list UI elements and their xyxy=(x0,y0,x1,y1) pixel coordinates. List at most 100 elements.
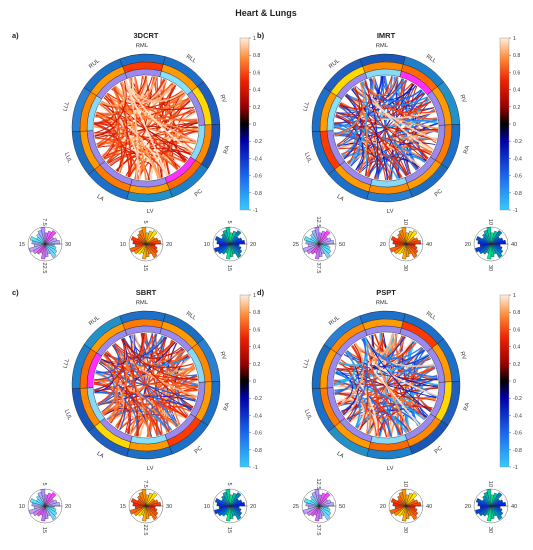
chord-edge xyxy=(352,87,436,114)
colorbar-tick-label: -0.2 xyxy=(513,139,522,145)
pie-tick-label: 50 xyxy=(339,504,345,510)
ring-segment xyxy=(96,72,128,100)
pie-slice xyxy=(145,243,158,259)
colorbar-tick-label: 0 xyxy=(513,379,516,385)
legend-pie: 5 20 15 10 xyxy=(19,482,71,533)
chord-edge xyxy=(351,345,369,431)
panel-title: IMRT xyxy=(377,31,396,40)
chord-edges xyxy=(333,332,439,438)
chord-edge xyxy=(335,114,364,174)
legend-pie: 5 20 15 10 xyxy=(204,482,256,533)
chord-edge xyxy=(346,93,402,179)
chord-edge xyxy=(342,152,399,180)
node-label: PC xyxy=(434,446,444,456)
node-label: RLL xyxy=(185,54,198,65)
node-label: LA xyxy=(335,194,344,203)
panel-label: d) xyxy=(257,288,265,297)
pie-slice xyxy=(130,498,147,507)
chart-panel-sbrt: c) SBRT RML RLL RV RA PC LV LA LUL LLL RUL 1 0.8 0.6 0.… xyxy=(12,288,262,535)
chord-edge xyxy=(343,95,362,160)
figure-title: Heart & Lungs xyxy=(235,8,297,18)
pie-tick-label: 10 xyxy=(120,242,126,248)
chord-edge xyxy=(334,392,432,411)
pie-slice xyxy=(225,227,231,245)
pie-slice xyxy=(390,505,407,515)
colorbar-tick-label: -0.6 xyxy=(253,431,262,437)
chord-edge xyxy=(336,111,437,141)
pie-slice xyxy=(490,230,503,245)
chord-edge xyxy=(97,342,122,405)
chord-edge xyxy=(336,111,358,148)
chord-edge xyxy=(333,351,356,386)
node-label: RA xyxy=(223,145,231,154)
pie-slice xyxy=(229,230,242,245)
pie-slice xyxy=(44,230,57,245)
legend-pie: 5 20 15 10 xyxy=(120,220,172,271)
chord-edge xyxy=(95,365,195,378)
pie-slice xyxy=(475,236,492,245)
pie-tick-label: 10 xyxy=(204,504,210,510)
pie-slice xyxy=(130,236,147,245)
chord-edge xyxy=(336,343,362,371)
chord-edge xyxy=(354,85,437,141)
pie-tick-label: 10 xyxy=(487,481,493,487)
node-label: LUL xyxy=(63,152,73,165)
legend-pie: 7.5 30 22.5 15 xyxy=(19,218,71,273)
pie-slice xyxy=(475,505,492,515)
panel-title: 3DCRT xyxy=(133,31,158,40)
colorbar-tick-label: -0.2 xyxy=(513,396,522,402)
node-label: LUL xyxy=(303,152,313,165)
pie-tick-label: 15 xyxy=(19,242,25,248)
chord-edge xyxy=(115,83,175,103)
colorbar-tick-label: 0.6 xyxy=(253,70,260,76)
node-label: LA xyxy=(335,451,344,460)
pie-tick-label: 40 xyxy=(511,242,517,248)
chord-edge xyxy=(123,80,193,153)
chart-panel-3dcrt: a) 3DCRT RML RLL RV RA PC LV LA LUL LLL RUL 1 0.8 0.6 0… xyxy=(12,31,262,273)
pie-slice xyxy=(318,492,331,507)
pie-tick-label: 5 xyxy=(142,220,148,223)
chord-edge xyxy=(102,93,120,157)
legend-pie: 12.5 50 37.5 25 xyxy=(293,217,345,274)
pie-slice xyxy=(225,489,231,507)
chord-edge xyxy=(340,102,379,180)
colorbar-tick-label: -0.6 xyxy=(513,174,522,180)
pie-slice xyxy=(214,498,231,507)
node-label: RUL xyxy=(88,315,101,327)
pie-tick-label: 7.5 xyxy=(41,218,47,226)
pie-tick-label: 10 xyxy=(402,481,408,487)
pie-tick-label: 20 xyxy=(465,242,471,248)
chord-edge xyxy=(93,123,130,178)
pie-slice xyxy=(314,489,320,507)
chord-edge xyxy=(367,158,401,179)
legend-pie: 5 20 15 10 xyxy=(204,220,256,271)
colorbar-tick-label: -0.8 xyxy=(513,448,522,454)
chord-edges xyxy=(333,75,439,181)
colorbar-tick-label: 0.6 xyxy=(513,327,520,333)
pie-slice xyxy=(130,243,147,253)
chord-edge xyxy=(96,86,121,145)
chord-edge xyxy=(336,87,363,116)
colorbar-tick-label: -0.2 xyxy=(253,139,262,145)
pie-tick-label: 20 xyxy=(65,504,71,510)
chord-edge xyxy=(95,371,116,406)
chord-edge xyxy=(100,81,126,107)
colorbar-tick-label: 0.4 xyxy=(513,345,520,351)
node-label: LUL xyxy=(63,409,73,422)
pie-tick-label: 12.5 xyxy=(315,479,321,490)
chord-edge xyxy=(337,143,364,171)
pie-slice xyxy=(145,230,158,245)
legend-pie: 7.5 30 22.5 15 xyxy=(120,480,172,535)
colorbar-tick-label: 0 xyxy=(253,122,256,128)
pie-slice xyxy=(390,498,407,507)
pie-tick-label: 5 xyxy=(41,482,47,485)
pie-tick-label: 10 xyxy=(19,504,25,510)
chord-edge xyxy=(94,101,117,138)
pie-tick-label: 22.5 xyxy=(142,525,148,536)
chord-edge xyxy=(346,350,400,436)
chord-edge xyxy=(155,79,167,179)
pie-tick-label: 37.5 xyxy=(315,525,321,536)
pie-tick-label: 10 xyxy=(402,219,408,225)
pie-tick-label: 30 xyxy=(402,527,408,533)
node-label: RUL xyxy=(328,58,341,70)
